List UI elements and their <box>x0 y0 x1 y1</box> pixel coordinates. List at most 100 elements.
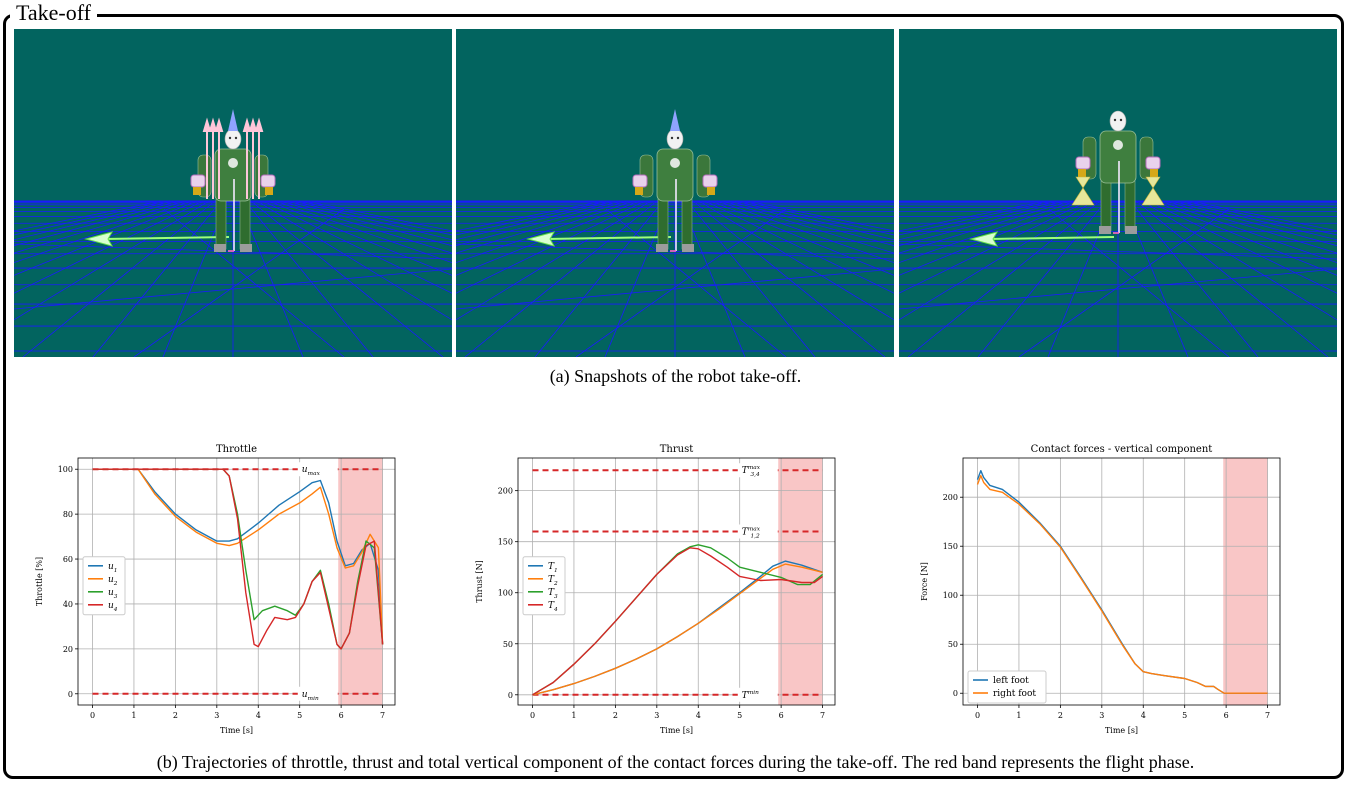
x-tick-label: 1 <box>1016 711 1021 720</box>
y-tick-label: 60 <box>63 555 73 564</box>
limit-label: Tmax 1,2 <box>742 526 761 539</box>
x-tick-label: 3 <box>654 711 659 720</box>
x-tick-label: 2 <box>613 711 618 720</box>
x-tick-label: 1 <box>571 711 576 720</box>
flight-phase-band <box>1223 458 1268 705</box>
series-line <box>532 547 824 696</box>
x-tick-label: 7 <box>1265 711 1270 720</box>
y-tick-label: 150 <box>943 542 958 551</box>
x-axis-label: Time [s] <box>1105 726 1138 735</box>
y-axis-label: Throttle [%] <box>35 557 44 606</box>
thrust-chart: Thrust 0 1 2 3 4 5 6 7 0 50 100 150 200 Time [s] Thrust… <box>470 440 840 750</box>
y-tick-label: 20 <box>63 645 73 654</box>
ground-grid <box>14 200 452 357</box>
head-cone <box>670 109 680 131</box>
limit-label-bg <box>737 524 778 539</box>
x-tick-label: 0 <box>975 711 980 720</box>
x-tick-label: 3 <box>214 711 219 720</box>
y-tick-label: 0 <box>953 689 958 698</box>
series-line <box>92 468 384 650</box>
caption-a: (a) Snapshots of the robot take-off. <box>549 366 802 386</box>
snapshot-1 <box>14 29 452 357</box>
plot-frame <box>962 457 1281 706</box>
y-axis-label: Thrust [N] <box>475 560 484 603</box>
legend-label: T1 <box>548 562 558 574</box>
caption-b: (b) Trajectories of throttle, thrust and… <box>156 752 1195 772</box>
chart-title: Contact forces - vertical component <box>1031 444 1213 455</box>
y-tick-label: 100 <box>58 465 73 474</box>
robot <box>190 109 276 252</box>
legend-label: u3 <box>108 588 118 600</box>
series-line <box>92 468 384 645</box>
series-line <box>976 474 1268 694</box>
limit-label: umin <box>302 690 319 702</box>
limit-label-bg <box>737 687 778 702</box>
snapshot-3 <box>899 29 1337 357</box>
legend-label: u2 <box>108 575 118 587</box>
x-tick-label: 5 <box>1182 711 1187 720</box>
y-tick-label: 100 <box>943 591 958 600</box>
throttle-chart: Throttle 0 1 2 3 4 5 6 7 0 20 40 60 80 100 Time [s] Thro… <box>30 440 400 750</box>
x-tick-label: 1 <box>131 711 136 720</box>
direction-arrow <box>84 231 230 247</box>
legend: left foot right foot <box>967 670 1047 704</box>
y-tick-label: 200 <box>943 493 958 502</box>
thrust-arrows <box>202 117 264 199</box>
x-tick-label: 6 <box>779 711 784 720</box>
y-axis-label: Force [N] <box>920 562 929 601</box>
head-cone <box>228 109 238 131</box>
limit-label: Tmax 3,4 <box>742 465 761 478</box>
x-tick-label: 5 <box>737 711 742 720</box>
ground-grid <box>899 200 1337 357</box>
x-tick-label: 2 <box>1058 711 1063 720</box>
limit-label: Tmin <box>742 690 759 701</box>
y-tick-label: 50 <box>948 640 958 649</box>
plot-frame <box>77 457 396 706</box>
x-tick-label: 4 <box>696 711 701 720</box>
legend-label: T2 <box>548 575 558 587</box>
y-tick-label: 150 <box>498 538 513 547</box>
y-tick-label: 80 <box>63 510 73 519</box>
series-line <box>532 563 823 696</box>
x-tick-label: 0 <box>530 711 535 720</box>
robot <box>632 109 718 252</box>
chart-title: Thrust <box>660 444 693 455</box>
frame-title: Take-off <box>10 0 98 26</box>
snapshot-2 <box>456 29 894 357</box>
limit-label-bg <box>297 686 338 701</box>
y-tick-label: 0 <box>68 690 73 699</box>
jet-flames <box>1071 176 1165 206</box>
x-tick-label: 6 <box>339 711 344 720</box>
x-tick-label: 5 <box>297 711 302 720</box>
limit-label-bg <box>737 463 778 478</box>
y-tick-label: 200 <box>498 487 513 496</box>
x-tick-label: 4 <box>256 711 261 720</box>
legend-label: T3 <box>548 588 558 600</box>
x-tick-label: 7 <box>380 711 385 720</box>
direction-arrow <box>969 231 1115 247</box>
x-tick-label: 4 <box>1141 711 1146 720</box>
legend-label: left foot <box>993 676 1029 686</box>
series-line <box>92 468 384 645</box>
contact-force-chart: Contact forces - vertical component 0 1 2 3 4… <box>915 440 1285 750</box>
direction-arrow <box>526 231 672 247</box>
takeoff-frame <box>3 14 1344 779</box>
legend-label: T4 <box>548 601 558 613</box>
y-tick-label: 50 <box>503 640 513 649</box>
x-tick-label: 0 <box>90 711 95 720</box>
legend-label: u1 <box>108 562 118 574</box>
x-axis-label: Time [s] <box>220 726 253 735</box>
flight-phase-band <box>338 458 383 705</box>
x-tick-label: 3 <box>1099 711 1104 720</box>
y-tick-label: 0 <box>508 691 513 700</box>
x-tick-label: 2 <box>173 711 178 720</box>
y-tick-label: 40 <box>63 600 73 609</box>
legend-label: u4 <box>108 601 118 613</box>
limit-label-bg <box>297 462 338 477</box>
plot-frame <box>517 457 836 706</box>
x-axis-label: Time [s] <box>660 726 693 735</box>
legend-label: right foot <box>993 689 1036 699</box>
x-tick-label: 6 <box>1224 711 1229 720</box>
